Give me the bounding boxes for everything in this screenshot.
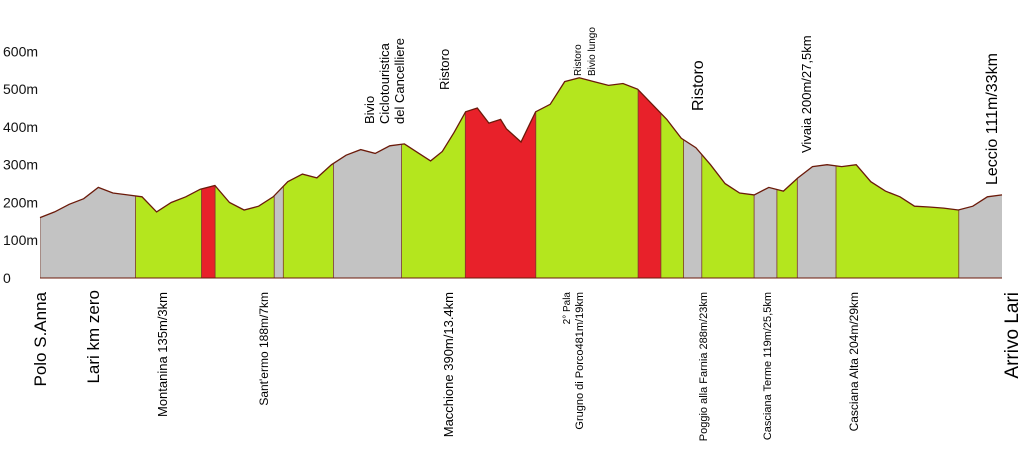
station-label: Leccio 111m/33km — [984, 53, 1001, 185]
profile-segment-red — [465, 77, 537, 278]
profile-segment-grey — [274, 77, 284, 278]
waypoint-label: Polo S.Anna — [31, 291, 50, 386]
waypoint-label: Casciana Terme 119m/25,5km — [762, 292, 774, 440]
profile-segment-green — [836, 77, 960, 278]
waypoint-label: Lari km zero — [84, 290, 103, 384]
profile-segment-green — [283, 77, 334, 278]
station-label: Vivaia 200m/27,5km — [799, 35, 814, 153]
waypoint-label: Sant'ermo 188m/7km — [257, 292, 271, 406]
profile-segment-red — [201, 77, 216, 278]
station-label: Ristoro — [437, 49, 452, 90]
profile-segment-green — [535, 77, 639, 278]
waypoint-label: Grugno di Porco481m/19km — [574, 292, 586, 430]
y-tick-label: 500m — [3, 81, 38, 97]
station-label: del Cancelliere — [392, 38, 407, 124]
waypoint-label: Macchione 390m/13.4km — [441, 292, 456, 437]
station-label: Bivio — [362, 96, 377, 124]
y-tick-label: 100m — [3, 232, 38, 248]
y-axis: 0 100m 200m 300m 400m 500m 600m — [3, 43, 38, 286]
station-label: Ciclotouristica — [377, 42, 392, 124]
waypoint-label: 2° Pala — [562, 292, 573, 325]
y-tick-label: 400m — [3, 119, 38, 135]
waypoint-label: Poggio alla Farnia 288m/23km — [698, 292, 710, 441]
waypoint-label: Arrivo Lari — [1002, 292, 1023, 379]
profile-segment-green — [776, 77, 798, 278]
profile-segment-grey — [754, 77, 778, 278]
profile-segment-red — [638, 77, 662, 278]
profile-labels: Polo S.Anna Lari km zero Montanina 135m/3k… — [31, 27, 1023, 442]
station-label: Ristoro — [573, 44, 584, 76]
y-tick-label: 300m — [3, 157, 38, 173]
elevation-outline — [39, 77, 1003, 219]
profile-segment-green — [215, 77, 275, 278]
y-tick-label: 200m — [3, 194, 38, 210]
profile-segment-green — [135, 77, 203, 278]
y-tick-label: 600m — [3, 43, 38, 59]
station-label: Bivio lungo — [587, 27, 598, 76]
waypoint-label: Montanina 135m/3km — [155, 292, 170, 417]
y-tick-label: 0 — [3, 270, 11, 286]
profile-segment-green — [660, 77, 685, 278]
profile-segment-grey — [40, 77, 137, 278]
profile-segment-green — [701, 77, 755, 278]
profile-segments — [40, 77, 1002, 278]
station-label: Ristoro — [690, 60, 707, 111]
waypoint-label: Casciana Alta 204m/29km — [847, 292, 861, 431]
